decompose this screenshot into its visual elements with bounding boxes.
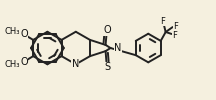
Text: CH₃: CH₃	[5, 60, 20, 69]
Text: S: S	[105, 62, 111, 72]
Text: F: F	[160, 17, 165, 26]
Text: N: N	[71, 59, 79, 69]
Text: N: N	[114, 43, 122, 53]
Text: O: O	[104, 25, 111, 35]
Text: F: F	[172, 31, 177, 40]
Text: F: F	[173, 22, 178, 31]
Text: O: O	[20, 57, 28, 67]
Text: O: O	[20, 29, 28, 39]
Text: CH₃: CH₃	[5, 27, 20, 36]
